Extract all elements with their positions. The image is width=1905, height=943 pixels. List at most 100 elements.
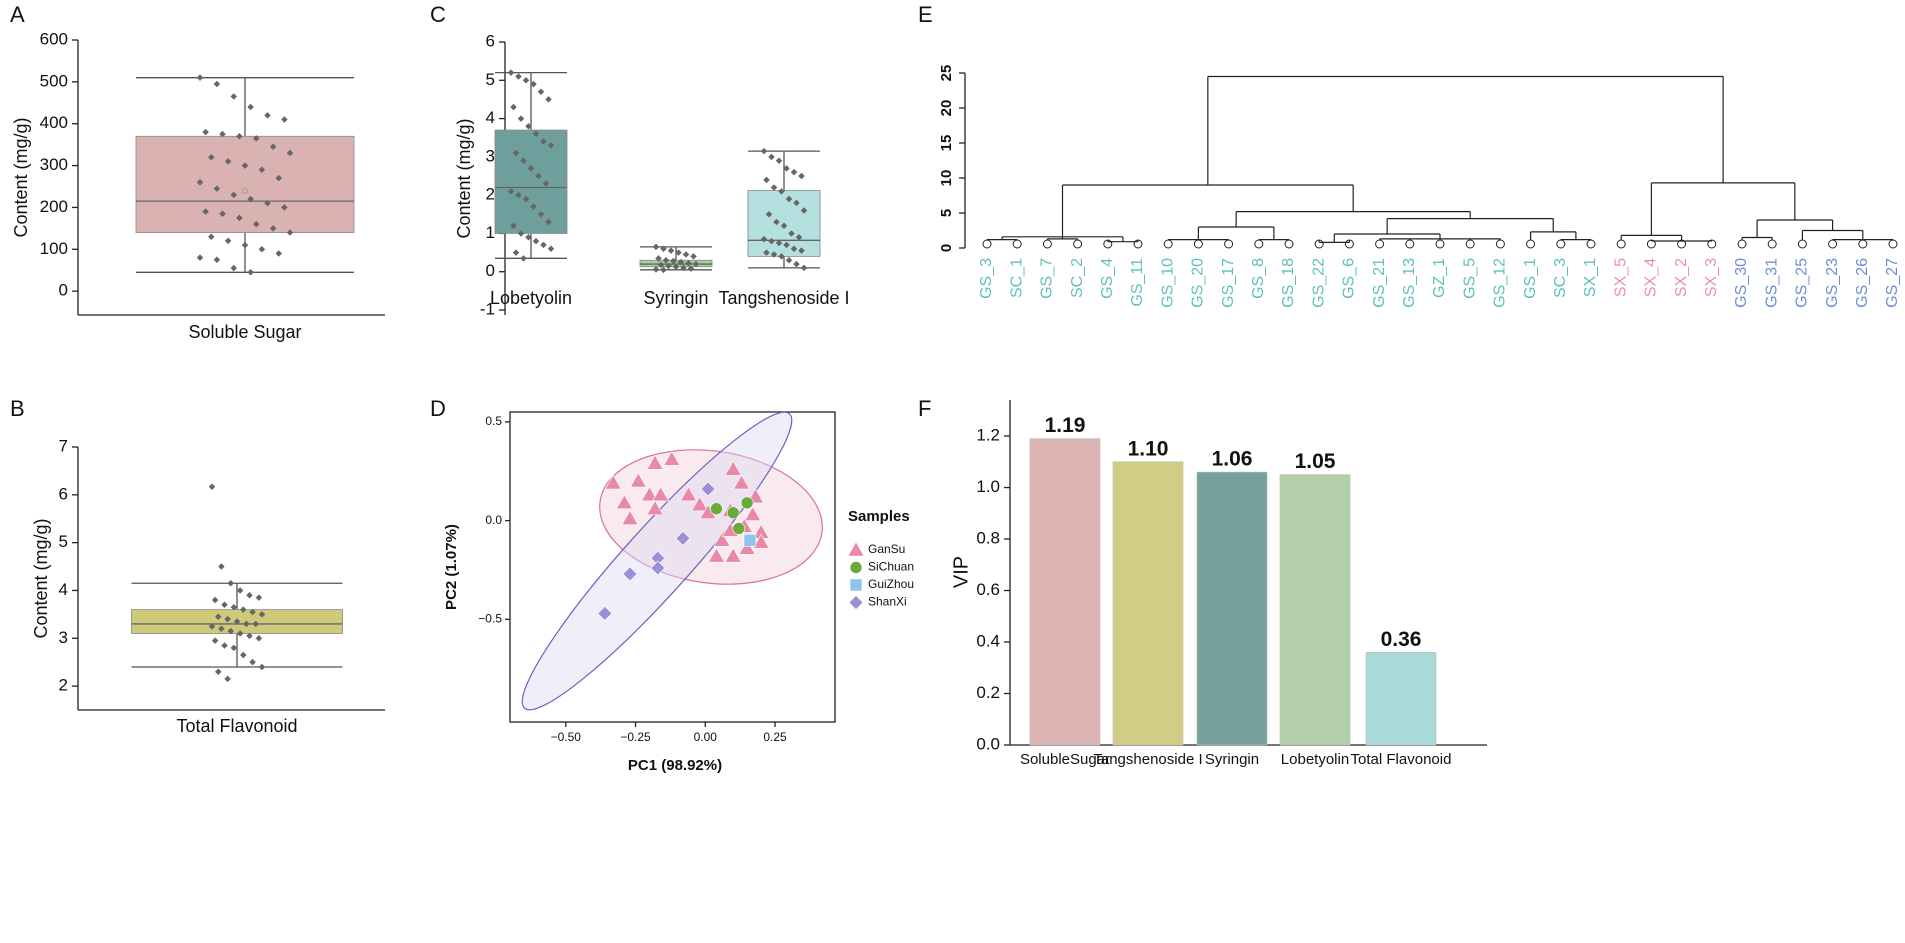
data-point xyxy=(221,642,228,649)
y-tick-label: 1.2 xyxy=(976,426,1000,445)
data-point xyxy=(196,179,204,186)
data-point xyxy=(233,618,241,625)
data-point xyxy=(783,241,790,249)
leaf-label: GS_10 xyxy=(1159,258,1176,308)
data-point xyxy=(218,563,225,570)
data-point xyxy=(252,620,260,628)
data-point xyxy=(798,172,805,180)
leaf-node xyxy=(1797,239,1807,249)
y-tick-label: 0 xyxy=(486,261,495,280)
data-point xyxy=(707,547,725,563)
data-point xyxy=(236,587,244,594)
data-point xyxy=(515,191,522,199)
leaf-node xyxy=(1767,239,1777,249)
data-label: 1.05 xyxy=(1295,450,1336,473)
bar xyxy=(1279,474,1351,746)
x-tick-label: SolubleSugar xyxy=(1020,751,1110,768)
y-tick-label: 7 xyxy=(59,436,68,455)
leaf-node xyxy=(1375,239,1385,249)
data-point xyxy=(522,77,530,84)
data-point xyxy=(778,188,785,195)
legend-label: GuiZhou xyxy=(868,577,914,591)
data-point xyxy=(224,237,232,245)
data-point xyxy=(793,199,800,207)
legend-marker xyxy=(847,541,865,557)
legend-title: Samples xyxy=(848,508,910,525)
data-point xyxy=(597,605,613,621)
data-point xyxy=(230,93,238,100)
y-tick-label: 5 xyxy=(486,70,495,89)
data-point xyxy=(247,103,254,111)
x-tick-label: Syringin xyxy=(1205,751,1259,768)
data-point xyxy=(230,264,238,272)
leaf-label: GS_18 xyxy=(1280,258,1297,308)
leaf-label: GS_23 xyxy=(1824,258,1841,308)
data-point xyxy=(207,233,215,240)
leaf-label: SC_3 xyxy=(1552,258,1569,298)
leaf-label: SC_1 xyxy=(1008,258,1025,298)
data-point xyxy=(525,122,532,130)
data-point xyxy=(692,260,700,268)
data-point xyxy=(680,264,687,272)
y-tick-label: 0.0 xyxy=(485,513,502,527)
data-point xyxy=(778,253,785,260)
data-point xyxy=(196,254,204,261)
data-point xyxy=(713,531,731,547)
data-point xyxy=(507,188,515,195)
data-point xyxy=(646,454,664,470)
leaf-label: SX_5 xyxy=(1612,258,1629,297)
y-tick-label: 400 xyxy=(40,113,68,132)
y-tick-label: 1 xyxy=(486,223,495,242)
data-point xyxy=(760,147,768,155)
x-tick-label: Soluble Sugar xyxy=(188,322,301,342)
data-point xyxy=(512,249,520,256)
y-axis-label: Content (mg/g) xyxy=(454,118,474,238)
leaf-label: GS_30 xyxy=(1733,258,1750,308)
legend-marker xyxy=(848,595,864,610)
data-point xyxy=(724,547,742,563)
leaf-label: GS_20 xyxy=(1190,258,1207,308)
data-point xyxy=(667,247,675,254)
leaf-node xyxy=(1586,239,1596,249)
data-point xyxy=(700,481,716,497)
data-point xyxy=(219,210,226,217)
data-point xyxy=(540,138,547,145)
data-point xyxy=(740,496,754,510)
data-point xyxy=(744,506,762,521)
data-point xyxy=(660,266,667,274)
data-point xyxy=(522,195,530,203)
data-point xyxy=(665,262,672,270)
data-point xyxy=(255,635,263,642)
data-point xyxy=(275,250,283,257)
leaf-node xyxy=(1224,239,1234,249)
leaf-label: GS_8 xyxy=(1250,258,1267,299)
data-label: 1.10 xyxy=(1128,437,1169,460)
data-point xyxy=(255,594,263,601)
data-point xyxy=(738,539,756,555)
data-point xyxy=(650,560,666,576)
data-point xyxy=(760,235,768,243)
data-point xyxy=(517,115,525,122)
data-point xyxy=(507,69,515,76)
data-point xyxy=(258,166,266,174)
data-point xyxy=(537,88,545,96)
data-point xyxy=(547,142,555,149)
data-point xyxy=(241,241,249,249)
leaf-node xyxy=(1616,239,1626,249)
leaf-node xyxy=(1012,239,1022,249)
leaf-label: GS_3 xyxy=(978,258,995,299)
data-point xyxy=(264,112,271,119)
data-point xyxy=(724,460,742,476)
data-point xyxy=(196,74,204,81)
data-point xyxy=(680,486,698,502)
box xyxy=(494,129,568,234)
data-point xyxy=(286,149,294,157)
y-axis-label: PC2 (1.07%) xyxy=(443,524,460,610)
y-tick-label: 0.0 xyxy=(976,734,1000,753)
data-point xyxy=(236,214,243,222)
data-point xyxy=(520,255,527,262)
data-point xyxy=(685,260,692,267)
leaf-node xyxy=(1858,239,1868,249)
panel-label: B xyxy=(10,396,25,421)
leaf-node xyxy=(1042,239,1052,249)
